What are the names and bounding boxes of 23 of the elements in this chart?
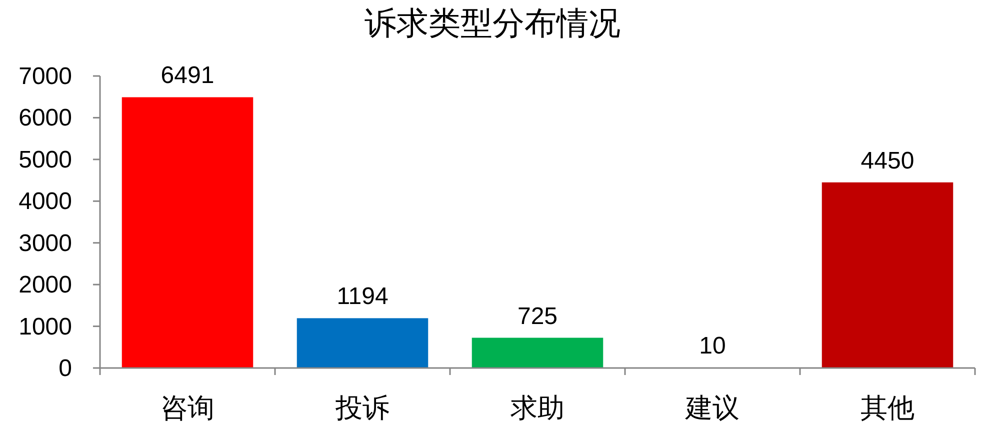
- bar: [822, 182, 954, 368]
- y-tick-label: 0: [58, 355, 72, 382]
- data-label: 1194: [336, 283, 388, 310]
- x-tick-label: 求助: [510, 393, 564, 424]
- y-tick-label: 3000: [18, 230, 72, 257]
- x-tick-label: 投诉: [334, 393, 390, 424]
- y-tick-label: 1000: [18, 313, 72, 340]
- y-tick-label: 5000: [18, 146, 72, 174]
- x-tick-label: 其他: [860, 393, 914, 424]
- data-label: 6491: [160, 62, 214, 90]
- y-tick-label: 2000: [18, 272, 72, 299]
- bar: [472, 338, 604, 368]
- data-label: 4450: [860, 147, 914, 174]
- y-tick-label: 6000: [18, 104, 72, 132]
- data-label: 725: [517, 302, 558, 330]
- bar: [122, 97, 254, 368]
- x-tick-label: 咨询: [160, 393, 214, 424]
- y-tick-label: 7000: [18, 63, 72, 90]
- chart-title: 诉求类型分布情况: [364, 4, 620, 42]
- data-label: 10: [699, 332, 726, 360]
- y-tick-label: 4000: [18, 188, 72, 216]
- bar: [296, 318, 428, 368]
- x-tick-label: 建议: [684, 393, 740, 424]
